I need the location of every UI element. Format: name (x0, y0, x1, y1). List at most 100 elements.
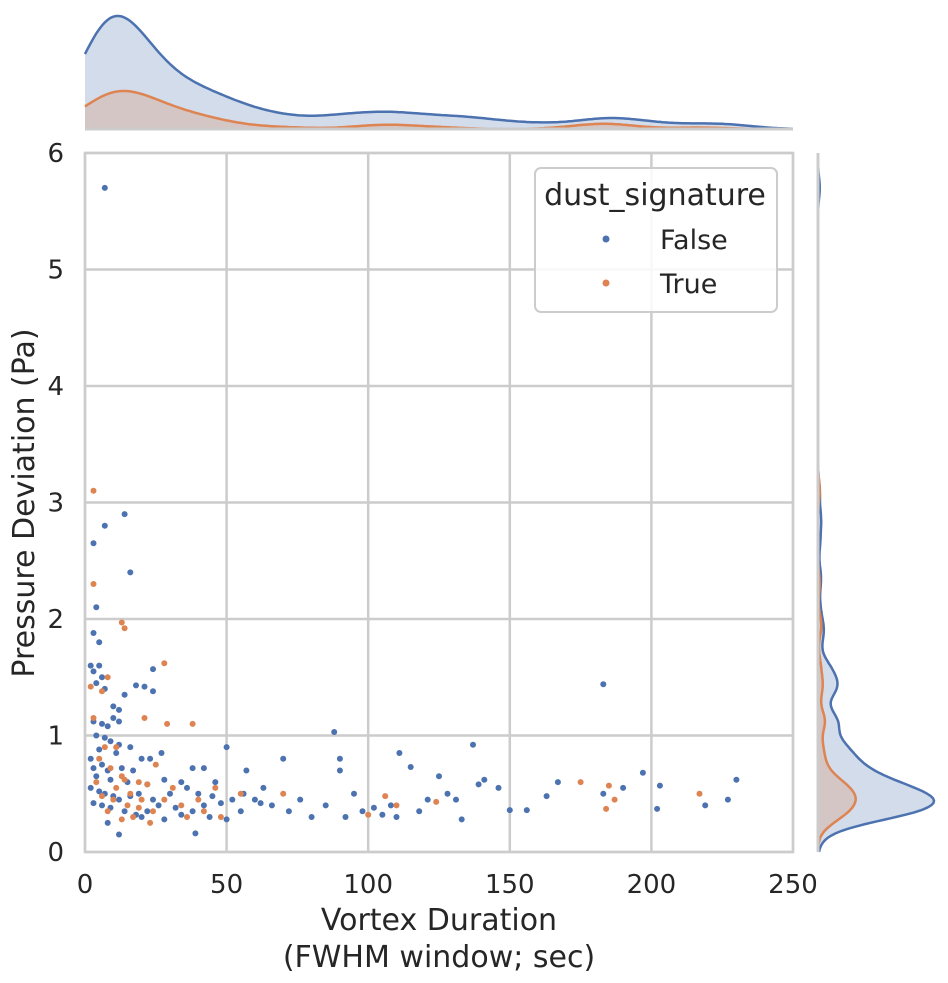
scatter-point-false (113, 750, 120, 756)
y-tick-label: 6 (47, 139, 64, 169)
scatter-point-false (93, 773, 100, 780)
scatter-point-false (135, 790, 142, 797)
scatter-point-false (96, 746, 103, 753)
scatter-point-false (481, 776, 488, 783)
scatter-point-false (600, 790, 607, 797)
right-marginal-kde (816, 153, 936, 853)
scatter-point-true (118, 619, 125, 626)
scatter-point-false (237, 808, 244, 815)
scatter-point-false (351, 790, 357, 797)
scatter-point-false (393, 814, 400, 820)
scatter-point-true (605, 782, 612, 789)
y-tick-label: 4 (47, 372, 64, 402)
scatter-point-false (141, 683, 148, 690)
scatter-point-true (393, 802, 400, 809)
scatter-point-false (223, 744, 230, 751)
scatter-point-false (107, 776, 114, 783)
y-tick-label: 3 (47, 489, 64, 519)
x-tick-label: 100 (343, 870, 393, 900)
scatter-point-true (135, 804, 142, 811)
scatter-point-false (453, 796, 459, 803)
scatter-point-false (147, 755, 154, 762)
scatter-point-false (90, 765, 97, 772)
scatter-point-true (90, 715, 97, 721)
top-marginal-kde (83, 14, 794, 131)
scatter-point-false (116, 706, 122, 713)
scatter-point-true (161, 660, 168, 667)
scatter-point-true (99, 688, 105, 695)
scatter-point-false (379, 811, 386, 818)
scatter-point-false (189, 765, 196, 772)
scatter-point-false (107, 738, 114, 745)
legend-marker-true (602, 279, 610, 287)
scatter-point-false (620, 784, 627, 791)
scatter-point-false (416, 808, 423, 815)
scatter-point-false (144, 808, 151, 815)
scatter-point-false (150, 796, 156, 803)
scatter-point-true (124, 802, 131, 809)
scatter-point-false (101, 184, 108, 191)
scatter-point-false (116, 796, 122, 803)
scatter-point-false (359, 808, 366, 815)
scatter-point-true (87, 683, 94, 690)
scatter-point-false (90, 630, 97, 636)
scatter-point-true (237, 790, 244, 797)
scatter-point-false (87, 662, 94, 669)
scatter-point-true (150, 808, 156, 815)
scatter-point-false (184, 784, 190, 791)
x-axis-label-line1: Vortex Duration (321, 903, 557, 938)
scatter-point-true (696, 790, 703, 797)
scatter-point-false (192, 830, 199, 837)
scatter-point-true (104, 674, 111, 681)
scatter-point-false (99, 802, 105, 809)
scatter-point-false (99, 674, 105, 681)
scatter-point-true (144, 781, 151, 788)
scatter-point-false (138, 755, 145, 762)
scatter-point-true (118, 816, 125, 823)
scatter-point-false (90, 800, 97, 807)
scatter-point-false (158, 750, 165, 756)
scatter-point-true (195, 796, 202, 803)
scatter-point-false (87, 755, 94, 762)
scatter-point-false (150, 688, 156, 695)
plot-area-frame (83, 151, 795, 854)
scatter-point-false (118, 765, 125, 772)
scatter-point-false (444, 790, 451, 797)
legend-title: dust_signature (544, 178, 766, 213)
scatter-point-false (370, 804, 377, 811)
scatter-point-true (99, 793, 105, 800)
scatter-point-true (169, 784, 176, 791)
scatter-point-false (523, 807, 530, 814)
x-tick-labels: 0 50 100 150 200 250 (77, 870, 818, 900)
scatter-point-true (141, 715, 148, 721)
scatter-point-true (121, 625, 128, 632)
x-tick-label: 50 (210, 870, 243, 900)
legend-marker-false (602, 235, 610, 243)
scatter-point-false (116, 718, 122, 725)
scatter-point-false (189, 808, 196, 815)
scatter-point-false (387, 802, 394, 809)
scatter-point-false (436, 773, 442, 780)
scatter-point-false (331, 729, 338, 735)
scatter-point-true (93, 779, 100, 786)
scatter-point-false (251, 796, 258, 803)
scatter-point-false (155, 802, 162, 809)
scatter-point-false (243, 767, 250, 774)
scatter-point-true (104, 808, 111, 815)
scatter-point-true (110, 796, 117, 803)
scatter-point-true (96, 755, 103, 762)
scatter-point-false (280, 755, 287, 762)
scatter-point-false (96, 662, 103, 669)
scatter-point-true (280, 790, 287, 797)
x-tick-label: 200 (627, 870, 677, 900)
scatter-point-false (172, 804, 179, 811)
scatter-point-false (297, 796, 304, 803)
scatter-point-false (506, 807, 513, 814)
scatter-point-true (101, 744, 108, 751)
scatter-point-true (113, 744, 120, 751)
x-tick-label: 0 (77, 870, 94, 900)
scatter-point-false (138, 814, 145, 820)
scatter-point-true (107, 765, 114, 772)
scatter-point-false (396, 750, 403, 756)
scatter-point-true (212, 784, 219, 791)
